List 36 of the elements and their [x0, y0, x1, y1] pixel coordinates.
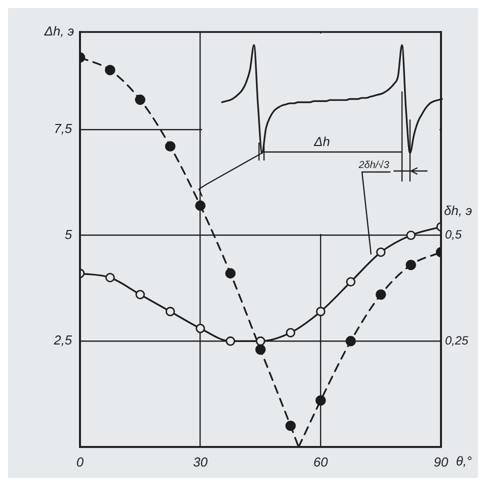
point	[196, 324, 206, 334]
point	[286, 328, 296, 338]
point	[346, 336, 356, 346]
y-tick-label: 7,5	[54, 121, 73, 136]
x-tick-label: 60	[313, 454, 329, 470]
point	[406, 230, 416, 240]
y2-axis-title: δh, э	[444, 202, 472, 218]
y-axis-title: Δh, э	[43, 24, 74, 39]
point	[256, 336, 266, 346]
point	[285, 420, 296, 432]
x-tick-label: 0	[76, 454, 84, 470]
point	[104, 64, 116, 76]
y2-tick-label: 0,5	[445, 228, 462, 242]
y-tick-label: 2,5	[52, 332, 73, 348]
y2-tick-label: 0,25	[445, 333, 469, 348]
point	[225, 268, 236, 279]
point	[376, 289, 386, 300]
y-tick-label: 5	[64, 226, 73, 242]
point	[255, 344, 266, 355]
point	[195, 200, 206, 211]
point	[315, 395, 326, 406]
x-tick-label: 30	[193, 454, 208, 470]
x-axis-title: θ,°	[456, 454, 472, 469]
annotation: Δh	[313, 134, 330, 149]
point	[134, 94, 146, 105]
point	[316, 306, 326, 316]
point	[135, 290, 145, 300]
annotation: 2δh/√3	[358, 160, 390, 171]
point	[226, 336, 236, 346]
point	[346, 277, 356, 287]
point	[165, 141, 176, 152]
point	[166, 306, 175, 316]
point	[376, 248, 386, 257]
point	[406, 260, 416, 270]
point	[105, 272, 115, 282]
x-tick-label: 90	[434, 454, 449, 470]
